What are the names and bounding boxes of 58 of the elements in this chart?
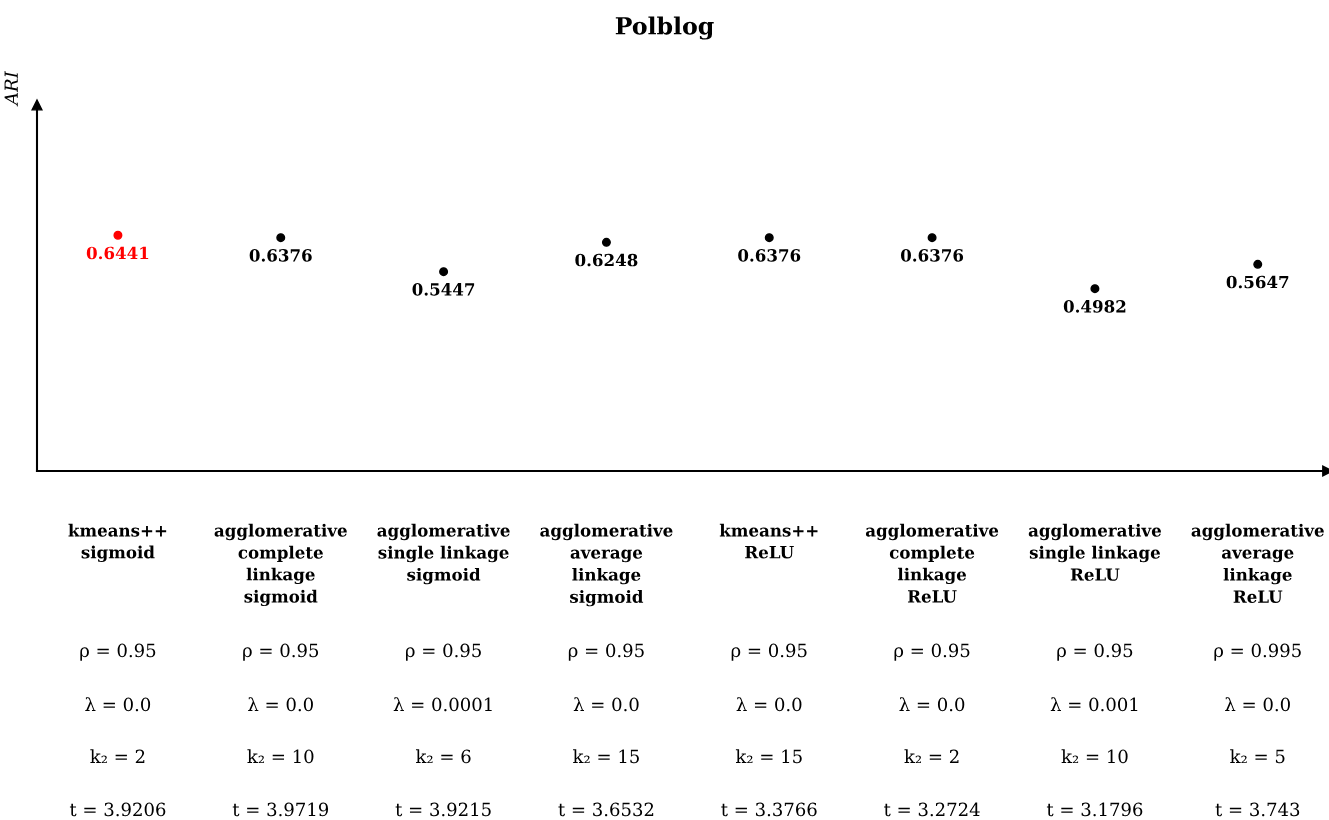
data-label: 0.6376 [900, 249, 964, 262]
text: λ = 0.001 [1050, 697, 1138, 712]
text: t = 3.9215 [395, 802, 491, 817]
x-tick-label: agglomerative single linkage ReLU [1028, 523, 1162, 581]
text: k₂ = 6 [415, 749, 471, 764]
x-tick-label: kmeans++ ReLU [719, 523, 818, 559]
text: t = 3.9206 [69, 802, 166, 817]
x-tick-label: kmeans++ sigmoid [68, 523, 167, 562]
point [113, 230, 123, 240]
text: λ = 0.0 [899, 697, 965, 712]
x-tick-label: agglomerative average linkage sigmoid [540, 523, 673, 607]
text: λ = 0.0 [248, 697, 313, 712]
data-label: 0.6441 [86, 246, 149, 260]
text: k₂ = 15 [735, 749, 802, 764]
text: t = 3.2724 [884, 802, 980, 817]
text: t = 3.1796 [1046, 802, 1143, 817]
point [1090, 284, 1100, 294]
y-axis-title: ARI [4, 70, 18, 107]
text: k₂ = 15 [573, 749, 639, 764]
point [439, 267, 449, 277]
data-label: 0.4982 [1063, 300, 1126, 313]
data-label: 0.6376 [249, 249, 312, 262]
data-label: 0.5647 [1226, 275, 1289, 289]
text: k₂ = 10 [1061, 749, 1128, 764]
point [1253, 259, 1263, 269]
text: ρ = 0.995 [1214, 643, 1301, 661]
data-label: 0.6248 [575, 253, 638, 267]
text: λ = 0.0 [85, 697, 151, 712]
x-tick-label: agglomerative average linkage ReLU [1191, 523, 1324, 603]
text: ρ = 0.95 [80, 643, 156, 661]
text: ρ = 0.95 [406, 643, 481, 661]
text: k₂ = 5 [1230, 749, 1285, 764]
chart-title: Polblog [615, 16, 714, 40]
text: k₂ = 10 [247, 749, 314, 764]
x-tick-label: agglomerative single linkage sigmoid [377, 523, 510, 585]
text: t = 3.9719 [232, 802, 329, 817]
text: ρ = 0.95 [1057, 643, 1133, 661]
point [764, 233, 774, 243]
text: k₂ = 2 [904, 749, 959, 764]
point [927, 233, 937, 243]
text: t = 3.6532 [558, 802, 654, 817]
point [601, 237, 611, 247]
text: ρ = 0.95 [731, 643, 807, 661]
text: λ = 0.0001 [393, 697, 492, 712]
text: λ = 0.0 [573, 697, 639, 712]
text: ρ = 0.95 [568, 643, 644, 661]
text: ρ = 0.95 [894, 643, 970, 661]
text: t = 3.3766 [721, 802, 817, 817]
text: ρ = 0.95 [243, 643, 319, 661]
data-label: 0.6376 [738, 249, 801, 262]
text: t = 3.743 [1215, 802, 1300, 817]
text: λ = 0.0 [736, 697, 802, 712]
text: k₂ = 2 [90, 749, 145, 764]
x-tick-label: agglomerative complete linkage sigmoid [214, 523, 347, 607]
data-label: 0.5447 [412, 283, 475, 296]
x-tick-label: agglomerative complete linkage ReLU [865, 523, 999, 603]
point [276, 233, 286, 243]
text: λ = 0.0 [1225, 697, 1290, 712]
